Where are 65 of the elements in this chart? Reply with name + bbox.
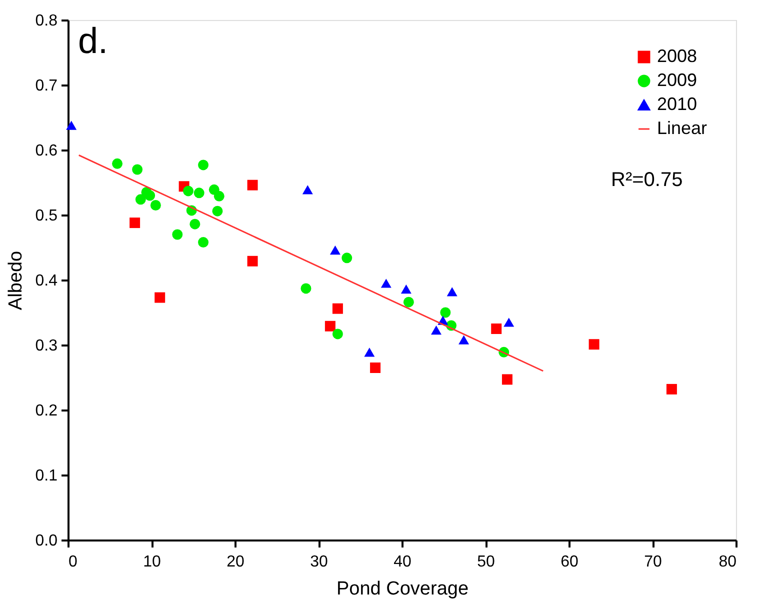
point	[247, 180, 258, 190]
point	[400, 284, 412, 294]
point	[198, 160, 209, 170]
point	[182, 186, 194, 196]
y-tick-label: 0.8	[35, 12, 58, 30]
legend-label: 2009	[657, 70, 698, 90]
x-tick-label: 70	[644, 554, 662, 570]
point	[247, 256, 258, 266]
x-tick-label: 10	[143, 554, 161, 570]
point	[342, 252, 352, 264]
annotation: R²=0.75	[611, 169, 683, 191]
point	[446, 287, 458, 296]
y-tick-label: 0.3	[35, 338, 58, 354]
annotation: d.	[78, 20, 108, 61]
y-tick-label: 0.7	[35, 78, 58, 94]
legend-label: 2010	[657, 94, 698, 114]
point	[214, 190, 224, 202]
point	[194, 188, 204, 198]
point	[588, 339, 600, 350]
point	[300, 283, 312, 294]
point	[440, 307, 451, 318]
y-tick-label: 0.2	[35, 402, 58, 420]
x-tick-label: 20	[226, 554, 244, 570]
y-tick-label: 0.0	[35, 532, 58, 550]
x-axis-title: Pond Coverage	[336, 578, 469, 600]
point	[172, 229, 183, 240]
y-tick-label: 0.5	[35, 208, 58, 224]
point	[380, 278, 392, 288]
point	[666, 384, 677, 394]
point	[330, 246, 340, 255]
point	[132, 164, 143, 175]
y-tick-label: 0.6	[35, 142, 58, 160]
y-tick-label: 0.1	[35, 468, 58, 484]
point	[504, 318, 514, 327]
point	[370, 362, 381, 373]
point	[135, 194, 146, 205]
point	[403, 296, 414, 308]
point	[130, 218, 140, 228]
point	[112, 158, 123, 169]
x-tick-label: 60	[560, 554, 578, 570]
legend-label: 2008	[657, 46, 698, 66]
y-axis-title: Albedo	[5, 250, 26, 310]
legend-label: Linear	[657, 118, 708, 138]
point	[212, 206, 223, 216]
point	[144, 190, 156, 201]
point	[324, 320, 336, 332]
x-tick-label: 80	[718, 554, 737, 570]
point	[458, 335, 470, 344]
x-tick-label: 50	[477, 554, 495, 570]
point	[190, 218, 200, 230]
point	[364, 348, 375, 357]
point	[332, 303, 343, 314]
point	[302, 185, 313, 194]
x-tick-label: 40	[394, 554, 412, 570]
point	[332, 328, 343, 340]
point	[502, 374, 512, 385]
y-tick-label: 0.4	[35, 272, 58, 290]
point	[150, 200, 161, 210]
x-tick-label: 30	[310, 554, 328, 570]
x-tick-label: 0	[68, 554, 78, 570]
point	[430, 326, 442, 335]
point	[491, 324, 502, 334]
point	[198, 237, 209, 248]
point	[154, 292, 166, 303]
point	[66, 120, 77, 130]
